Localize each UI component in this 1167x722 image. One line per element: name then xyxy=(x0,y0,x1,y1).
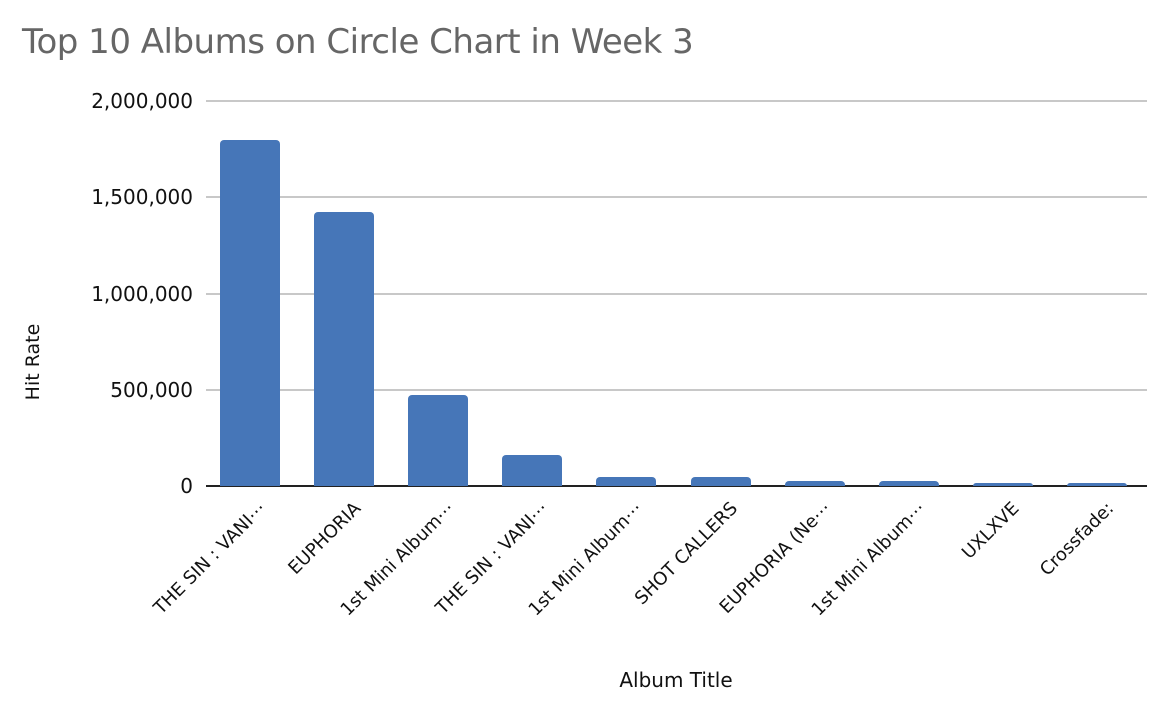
y-tick-label: 1,000,000 xyxy=(91,281,193,306)
bar[interactable] xyxy=(690,477,751,486)
x-axis-title: Album Title xyxy=(619,668,733,692)
bar[interactable] xyxy=(408,394,469,486)
y-tick-label: 500,000 xyxy=(110,377,193,402)
x-axis-line xyxy=(206,485,1147,487)
y-axis-title: Hit Rate xyxy=(22,323,44,401)
bar[interactable] xyxy=(314,212,375,486)
chart-title: Top 10 Albums on Circle Chart in Week 3 xyxy=(22,22,694,62)
y-tick-label: 2,000,000 xyxy=(91,89,193,113)
gridline xyxy=(206,292,1147,295)
x-tick-label: THE SIN : VANI⋯ xyxy=(149,498,271,619)
bar[interactable] xyxy=(784,480,845,486)
bar[interactable] xyxy=(972,482,1033,486)
y-tick-label: 0 xyxy=(180,474,193,498)
bar[interactable] xyxy=(878,480,939,486)
gridline xyxy=(206,196,1147,199)
bar[interactable] xyxy=(1066,483,1127,487)
gridline xyxy=(206,100,1147,102)
bar[interactable] xyxy=(596,476,657,486)
gridline xyxy=(206,388,1147,391)
x-tick-label: UXLXVE xyxy=(957,498,1024,564)
y-tick-label: 1,500,000 xyxy=(91,185,193,210)
bar[interactable] xyxy=(502,455,563,486)
x-tick-label: Crossfade: xyxy=(1035,498,1119,581)
x-tick-label: EUPHORIA xyxy=(284,498,366,579)
bar[interactable] xyxy=(220,140,281,486)
